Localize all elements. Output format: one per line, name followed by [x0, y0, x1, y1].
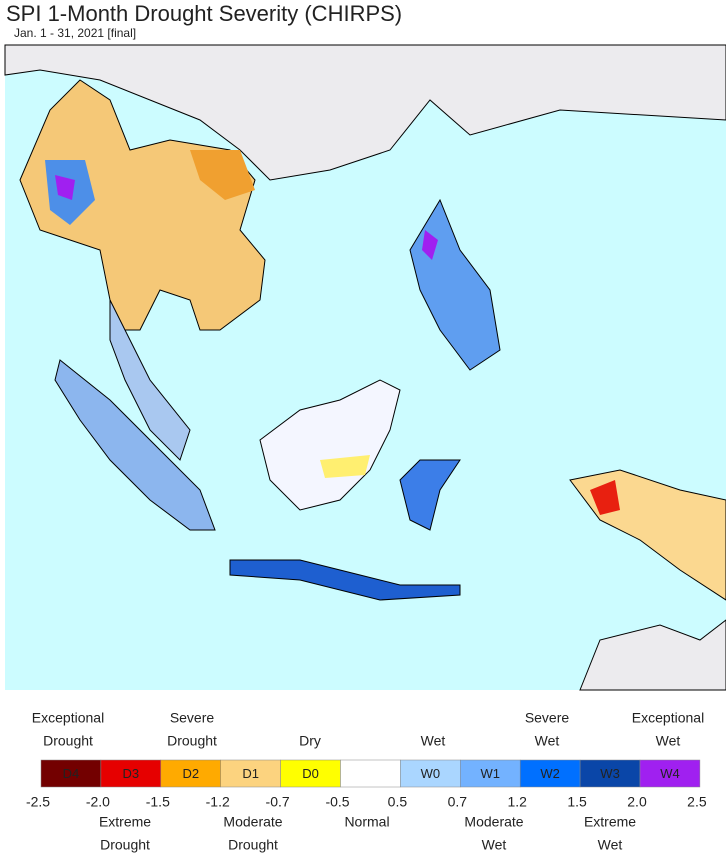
legend: D4 D3 D2 D1 D0 W0 W1 W2 W3 W4 -2.5 -2.0 -1.5 -1.2 -0.7…: [26, 710, 707, 853]
legend-bottom-label: Wet: [482, 837, 507, 853]
legend-code: D1: [242, 766, 259, 781]
borneo-dry: [320, 455, 370, 478]
legend-top-label: Dry: [299, 733, 321, 749]
legend-swatch: [160, 759, 221, 788]
legend-code: W1: [481, 766, 501, 781]
legend-swatch: [100, 759, 162, 788]
legend-tick: -0.7: [266, 794, 290, 810]
title: SPI 1-Month Drought Severity (CHIRPS): [6, 1, 402, 26]
legend-tick: -1.2: [206, 794, 230, 810]
legend-swatch: [579, 759, 641, 788]
north-vietnam: [190, 150, 255, 200]
legend-code: W3: [600, 766, 620, 781]
malay-peninsula: [109, 299, 191, 461]
legend-tick: -2.0: [86, 794, 110, 810]
legend-tick: 1.2: [507, 794, 527, 810]
mainland: [19, 79, 266, 331]
sulawesi: [399, 459, 461, 531]
legend-swatch: [400, 759, 461, 788]
legend-bottom-label: Moderate: [464, 814, 523, 830]
legend-tick: 2.0: [627, 794, 647, 810]
subtitle: Jan. 1 - 31, 2021 [final]: [14, 26, 136, 40]
luzon-w4: [422, 230, 438, 260]
legend-tick: -1.5: [146, 794, 170, 810]
legend-top-label: Exceptional: [32, 710, 104, 726]
myanmar-w4: [55, 175, 75, 200]
legend-tick: 1.5: [567, 794, 587, 810]
map: [4, 44, 726, 691]
legend-top-label: Wet: [421, 733, 446, 749]
legend-bottom-label: Wet: [598, 837, 623, 853]
legend-swatch: [340, 759, 401, 788]
legend-code: W0: [421, 766, 441, 781]
legend-top-label: Severe: [525, 710, 570, 726]
legend-tick: -2.5: [26, 794, 50, 810]
australia: [579, 619, 726, 691]
china: [4, 44, 726, 181]
legend-top-label: Severe: [170, 710, 215, 726]
legend-code: D0: [302, 766, 319, 781]
borneo: [259, 379, 401, 511]
legend-swatch: [460, 759, 521, 788]
legend-bottom-label: Drought: [228, 837, 278, 853]
legend-top-label: Wet: [535, 733, 560, 749]
legend-bottom-label: Extreme: [99, 814, 151, 830]
legend-bottom-label: Normal: [344, 814, 389, 830]
papua-d3: [590, 480, 620, 515]
legend-top-label: Wet: [656, 733, 681, 749]
legend-tick: -0.5: [325, 794, 349, 810]
legend-tick: 2.5: [687, 794, 707, 810]
legend-tick: 0.7: [448, 794, 468, 810]
legend-bottom-label: Extreme: [584, 814, 636, 830]
legend-top-label: Drought: [43, 733, 93, 749]
legend-top-label: Exceptional: [632, 710, 704, 726]
sumatra: [54, 359, 216, 531]
legend-code: D4: [63, 766, 80, 781]
legend-code: D3: [123, 766, 140, 781]
legend-tick: 0.5: [388, 794, 408, 810]
legend-swatch: [220, 759, 281, 788]
java: [229, 559, 461, 601]
legend-code: D2: [182, 766, 199, 781]
legend-bottom-label: Moderate: [223, 814, 282, 830]
legend-code: W4: [660, 766, 680, 781]
legend-top-label: Drought: [167, 733, 217, 749]
legend-swatch: [280, 759, 341, 788]
legend-bottom-label: Drought: [100, 837, 150, 853]
legend-swatch: [519, 759, 581, 788]
legend-code: W2: [540, 766, 560, 781]
legend-swatch: [40, 759, 102, 788]
legend-swatch: [639, 759, 701, 788]
